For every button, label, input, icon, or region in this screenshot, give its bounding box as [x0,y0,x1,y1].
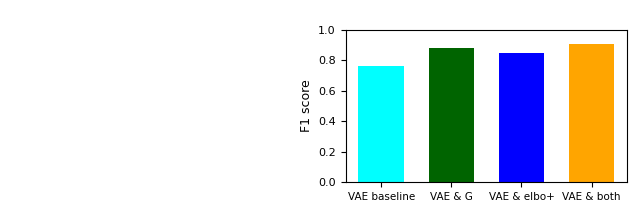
Bar [358,66,404,182]
Bar [429,48,474,182]
Bar [499,53,544,182]
Y-axis label: F1 score: F1 score [300,80,312,132]
Bar [569,44,614,182]
